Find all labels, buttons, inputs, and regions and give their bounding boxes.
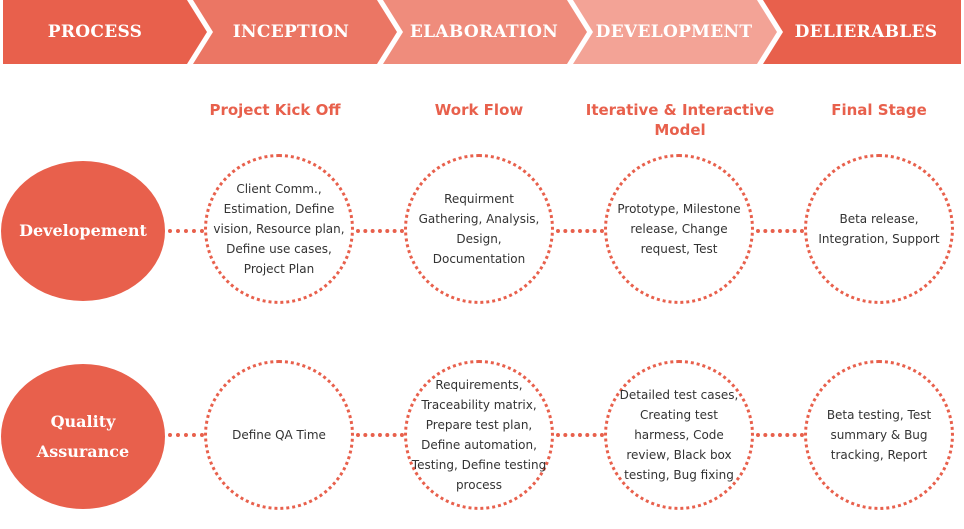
connector <box>756 433 804 437</box>
phase-heading-kickoff: Project Kick Off <box>209 101 341 119</box>
row-label-quality-assurance: Quality Assurance <box>1 364 165 509</box>
cell-text: Requirements, Traceability matrix, Prepa… <box>411 378 547 492</box>
cell-text: Beta release, Integration, Support <box>818 212 940 246</box>
cell-development-kickoff: Client Comm., Estimation, Define vision,… <box>204 154 354 304</box>
step-arrow-process <box>3 0 207 64</box>
step-arrow-deliverables <box>763 0 961 64</box>
step-label-inception: INCEPTION <box>232 22 350 42</box>
step-arrow-development <box>573 0 777 64</box>
phase-heading-final: Final Stage <box>831 101 927 119</box>
cell-text: Define QA Time <box>232 428 326 442</box>
connector <box>168 229 204 233</box>
connector <box>356 433 404 437</box>
connector <box>556 433 604 437</box>
connector <box>556 229 604 233</box>
cell-qa-iterative: Detailed test cases, Creating test harme… <box>604 360 754 510</box>
cell-qa-workflow: Requirements, Traceability matrix, Prepa… <box>404 360 554 510</box>
step-label-deliverables: DELIERABLES <box>794 22 938 42</box>
cell-text: Requirment Gathering, Analysis, Design, … <box>418 192 540 266</box>
process-arrow-band <box>3 0 961 64</box>
step-arrow-elaboration <box>383 0 587 64</box>
step-label-process: PROCESS <box>47 22 143 42</box>
cell-qa-kickoff: Define QA Time <box>204 360 354 510</box>
cell-text: Beta testing, Test summary & Bug trackin… <box>826 408 932 462</box>
cell-development-workflow: Requirment Gathering, Analysis, Design, … <box>404 154 554 304</box>
phase-heading-iterative: Iterative & Interactive Model <box>585 101 775 139</box>
connector <box>756 229 804 233</box>
connector <box>168 433 204 437</box>
connector <box>356 229 404 233</box>
row-label-qa-text: Quality Assurance <box>36 411 130 461</box>
cell-text: Detailed test cases, Creating test harme… <box>619 388 739 482</box>
row-label-development-text: Developement <box>19 221 147 240</box>
phase-heading-workflow: Work Flow <box>434 101 524 119</box>
cell-development-iterative: Prototype, Milestone release, Change req… <box>604 154 754 304</box>
cell-text: Prototype, Milestone release, Change req… <box>617 202 741 256</box>
step-arrow-inception <box>193 0 397 64</box>
step-label-elaboration: ELABORATION <box>409 22 559 42</box>
cell-development-final: Beta release, Integration, Support <box>804 154 954 304</box>
step-label-development: DEVELOPMENT <box>595 22 753 42</box>
row-label-development: Developement <box>1 161 165 301</box>
cell-qa-final: Beta testing, Test summary & Bug trackin… <box>804 360 954 510</box>
cell-text: Client Comm., Estimation, Define vision,… <box>213 182 345 276</box>
